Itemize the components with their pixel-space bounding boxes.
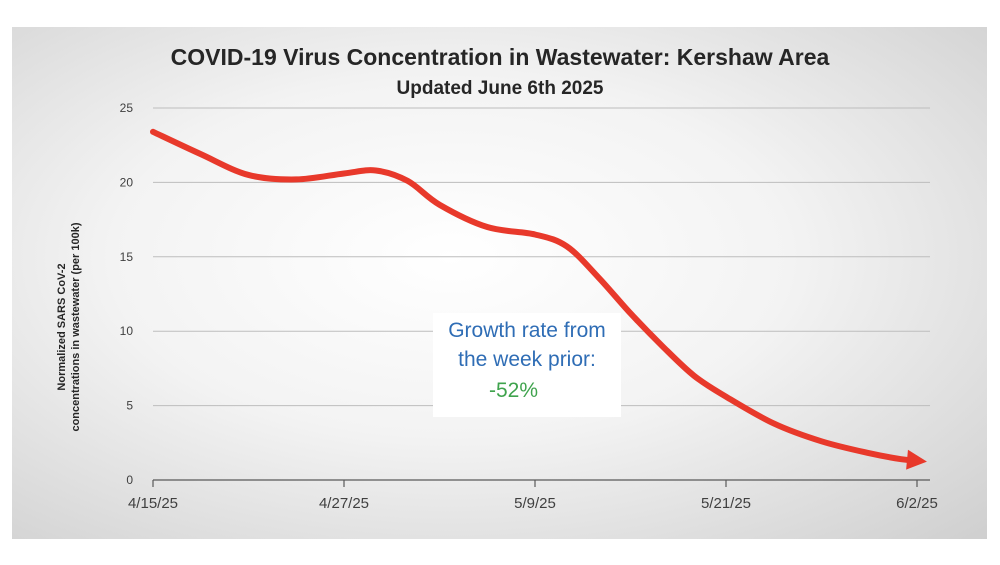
growth-rate-callout: Growth rate from the week prior: -52% [433,313,621,417]
x-tick-label: 4/27/25 [319,495,369,512]
growth-rate-value: -52% [489,379,538,403]
x-tick-label: 4/15/25 [128,495,178,512]
y-tick-label: 10 [120,324,134,338]
x-tick-label: 5/21/25 [701,495,751,512]
callout-text-line-1: Growth rate from [433,319,621,343]
y-tick-label: 20 [120,175,134,189]
y-tick-label: 25 [120,101,134,115]
callout-text-line-2: the week prior: [433,348,621,372]
x-tick-label: 6/2/25 [896,495,938,512]
y-tick-label: 5 [126,399,133,413]
y-tick-label: 15 [120,250,134,264]
y-tick-label: 0 [126,473,133,487]
series-arrowhead [906,450,927,470]
x-tick-label: 5/9/25 [514,495,556,512]
